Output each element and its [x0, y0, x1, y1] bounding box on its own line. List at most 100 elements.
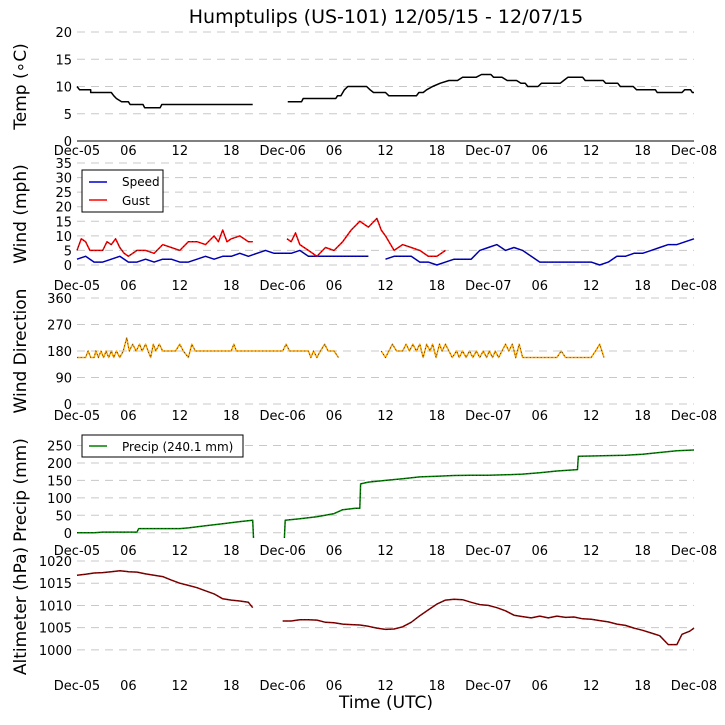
- temp-xtick-label: 12: [172, 144, 189, 159]
- wind-legend-box: [81, 169, 164, 213]
- wind-series-speed-line: [385, 243, 549, 266]
- wind-series-marker-overlay: [548, 238, 695, 266]
- wind-direction-y-axis-label: Wind Direction: [11, 289, 31, 414]
- wind-direction-ytick-label: 180: [47, 345, 72, 360]
- temp-xtick-label: 12: [583, 144, 600, 159]
- wind-series-gust-line: [76, 229, 253, 258]
- precip-xtick-label: Dec-08: [671, 544, 717, 559]
- wind-direction-xtick-label: 12: [172, 409, 189, 424]
- wind-direction-series-marker-overlay: [522, 343, 605, 358]
- wind-ytick-label: 35: [55, 157, 72, 172]
- temp-xtick-label: 06: [120, 144, 137, 159]
- altimeter-ytick-label: 1005: [39, 622, 72, 637]
- wind-direction-xtick-label: 06: [120, 409, 137, 424]
- wind-direction-xtick-label: 18: [634, 409, 651, 424]
- altimeter-xtick-label: Dec-08: [671, 679, 717, 694]
- precip-series-precip-240-1-mm--line: [283, 449, 695, 539]
- precip-ytick-label: 150: [47, 474, 72, 489]
- precip-ytick-label: 200: [47, 457, 72, 472]
- wind-direction-ytick-label: 0: [64, 398, 72, 413]
- wind-series-speed-line: [76, 249, 369, 263]
- temp-ytick-label: 5: [64, 108, 72, 123]
- temp-xtick-label: 06: [326, 144, 343, 159]
- wind-xtick-label: 06: [531, 279, 548, 294]
- altimeter-xtick-label: Dec-05: [54, 679, 100, 694]
- wind-direction-series-marker-overlay: [77, 337, 339, 359]
- wind-ytick-label: 0: [64, 259, 72, 274]
- precip-xtick-label: Dec-07: [465, 544, 511, 559]
- legend-speed-label: Speed: [122, 175, 160, 189]
- temp-xtick-label: 06: [531, 144, 548, 159]
- wind-direction-xtick-label: Dec-06: [259, 409, 305, 424]
- temp-xtick-label: 18: [429, 144, 446, 159]
- temp-xtick-label: 12: [377, 144, 394, 159]
- wind-xtick-label: 18: [223, 279, 240, 294]
- wind-ytick-label: 20: [55, 201, 72, 216]
- wind-xtick-label: Dec-05: [54, 279, 100, 294]
- wind-ytick-label: 5: [64, 244, 72, 259]
- precip-xtick-label: 06: [120, 544, 137, 559]
- temp-ytick-label: 10: [55, 81, 72, 96]
- precip-legend-box: [81, 434, 244, 458]
- altimeter-xtick-label: Dec-07: [465, 679, 511, 694]
- altimeter-xtick-label: 06: [120, 679, 137, 694]
- precip-xtick-label: 18: [223, 544, 240, 559]
- wind-direction-series-direction-line: [77, 337, 340, 359]
- precip-xtick-label: 12: [377, 544, 394, 559]
- wind-xtick-label: 18: [429, 279, 446, 294]
- wind-direction-xtick-label: Dec-08: [671, 409, 717, 424]
- altimeter-xtick-label: 18: [429, 679, 446, 694]
- precip-y-axis-label: Precip (mm): [11, 438, 31, 542]
- wind-xtick-label: 18: [634, 279, 651, 294]
- wind-ytick-label: 15: [55, 215, 72, 230]
- figure-title: Humptulips (US-101) 12/05/15 - 12/07/15: [188, 6, 584, 28]
- altimeter-series-marker-overlay: [282, 598, 695, 645]
- wind-xtick-label: Dec-08: [671, 279, 717, 294]
- temp-xtick-label: Dec-05: [54, 144, 100, 159]
- precip-ytick-label: 50: [55, 509, 72, 524]
- temp-xtick-label: Dec-08: [671, 144, 717, 159]
- x-axis-label: Time (UTC): [339, 693, 433, 713]
- wind-direction-xtick-label: 12: [377, 409, 394, 424]
- temp-series-temperature-line: [76, 86, 253, 109]
- wind-xtick-label: Dec-07: [465, 279, 511, 294]
- precip-ytick-label: 250: [47, 439, 72, 454]
- altimeter-xtick-label: 12: [172, 679, 189, 694]
- altimeter-ytick-label: 1015: [39, 577, 72, 592]
- wind-direction-xtick-label: 18: [223, 409, 240, 424]
- wind-direction-xtick-label: 18: [429, 409, 446, 424]
- altimeter-xtick-label: 18: [223, 679, 240, 694]
- wind-xtick-label: Dec-06: [259, 279, 305, 294]
- wind-series-marker-overlay: [286, 217, 446, 257]
- temp-xtick-label: 18: [634, 144, 651, 159]
- altimeter-xtick-label: 06: [326, 679, 343, 694]
- wind-series-speed-line: [548, 238, 695, 266]
- temp-ytick-label: 15: [55, 53, 72, 68]
- temp-ytick-label: 0: [64, 135, 72, 150]
- wind-ytick-label: 10: [55, 230, 72, 245]
- precip-ytick-label: 100: [47, 492, 72, 507]
- wind-xtick-label: 06: [326, 279, 343, 294]
- altimeter-xtick-label: 12: [377, 679, 394, 694]
- temp-xtick-label: 18: [223, 144, 240, 159]
- altimeter-series-marker-overlay: [76, 570, 253, 608]
- wind-series-gust-line: [286, 217, 446, 258]
- legend-precip-label: Precip (240.1 mm): [122, 440, 233, 454]
- altimeter-ytick-label: 1010: [39, 599, 72, 614]
- temp-series-marker-overlay: [76, 86, 253, 109]
- altimeter-xtick-label: 18: [634, 679, 651, 694]
- wind-direction-xtick-label: Dec-05: [54, 409, 100, 424]
- wind-direction-xtick-label: 06: [531, 409, 548, 424]
- altimeter-ytick-label: 1000: [39, 644, 72, 659]
- wind-xtick-label: 12: [172, 279, 189, 294]
- wind-ytick-label: 30: [55, 172, 72, 187]
- precip-xtick-label: 06: [326, 544, 343, 559]
- precip-xtick-label: 18: [429, 544, 446, 559]
- temp-series-marker-overlay: [287, 74, 694, 103]
- wind-ytick-label: 25: [55, 186, 72, 201]
- temp-xtick-label: Dec-07: [465, 144, 511, 159]
- wind-direction-ytick-label: 360: [47, 292, 72, 307]
- temp-y-axis-label: Temp (∘C): [11, 43, 31, 131]
- wind-xtick-label: 12: [377, 279, 394, 294]
- wind-y-axis-label: Wind (mph): [11, 164, 31, 264]
